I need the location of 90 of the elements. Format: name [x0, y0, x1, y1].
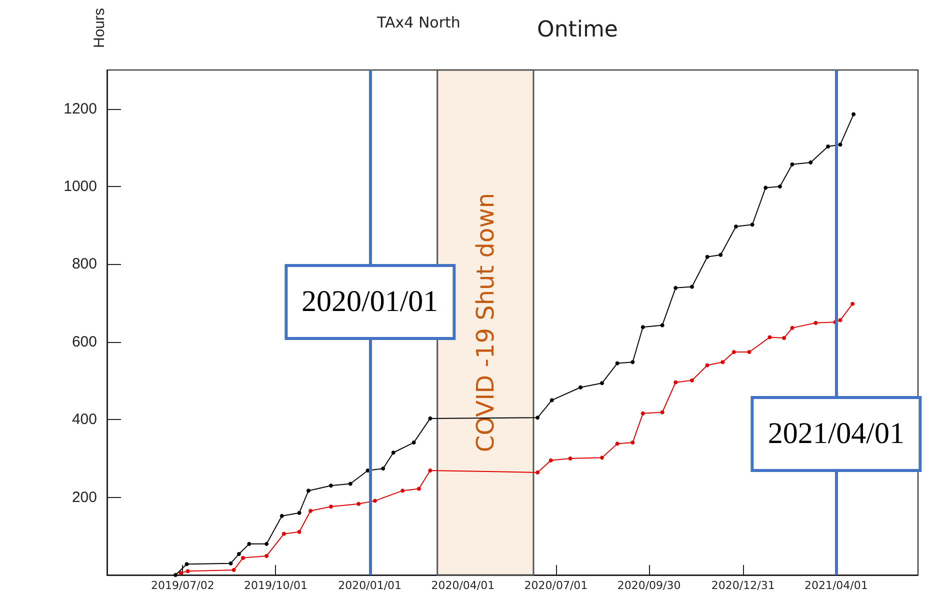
- point: [306, 488, 310, 493]
- point: [814, 320, 818, 325]
- point: [600, 456, 604, 460]
- point: [790, 162, 794, 166]
- point: [381, 466, 386, 471]
- y-tick-label: 800: [72, 256, 97, 273]
- point: [308, 508, 313, 513]
- point: [790, 326, 794, 330]
- point: [578, 385, 583, 390]
- point: [232, 568, 236, 572]
- x-tick-label: 2019/07/02: [150, 579, 214, 591]
- point: [718, 252, 723, 257]
- point: [782, 336, 786, 340]
- x-tick-label: 2020/04/01: [431, 579, 495, 591]
- point: [850, 302, 855, 306]
- point: [764, 186, 768, 190]
- point: [690, 284, 694, 289]
- x-tick-label: 2019/10/01: [244, 579, 308, 591]
- point: [428, 468, 432, 473]
- x-tick-label: 2020/07/01: [524, 579, 588, 591]
- point: [186, 569, 190, 574]
- point: [348, 482, 352, 486]
- point: [720, 360, 725, 364]
- point: [838, 142, 842, 147]
- point: [282, 532, 286, 536]
- point: [328, 504, 333, 509]
- point: [536, 470, 540, 474]
- point: [630, 440, 635, 445]
- point: [412, 440, 416, 445]
- point: [280, 514, 284, 518]
- point: [750, 222, 754, 227]
- point: [674, 286, 678, 290]
- point: [660, 410, 664, 414]
- point: [416, 486, 421, 491]
- point: [228, 561, 233, 566]
- point: [236, 552, 241, 556]
- point: [178, 571, 183, 576]
- point: [768, 335, 772, 340]
- point: [826, 144, 830, 149]
- x-tick-label: 2020/01/01: [338, 579, 402, 591]
- point: [428, 416, 432, 420]
- point: [852, 112, 856, 116]
- point: [615, 442, 620, 446]
- x-tick-label: 2020/12/31: [711, 579, 775, 591]
- y-tick-label: 200: [72, 488, 97, 506]
- y-tick-label: 400: [72, 411, 97, 428]
- point: [372, 498, 377, 503]
- point: [568, 456, 572, 460]
- text: TAx4 North: [376, 14, 460, 32]
- chart-title: Ontime: [537, 18, 618, 42]
- point: [264, 542, 269, 546]
- point: [674, 380, 678, 384]
- point: [247, 542, 252, 546]
- point: [184, 562, 189, 566]
- ref-line-label: 2020/01/01: [284, 264, 456, 340]
- point: [174, 573, 178, 577]
- point: [734, 224, 738, 229]
- point: [297, 530, 302, 534]
- ref-line-label: 2021/04/01: [750, 396, 922, 472]
- point: [808, 160, 813, 164]
- point: [778, 184, 782, 189]
- point: [550, 398, 554, 402]
- point: [391, 450, 396, 455]
- point: [548, 458, 553, 462]
- point: [838, 318, 842, 322]
- point: [600, 381, 604, 386]
- point: [732, 350, 736, 354]
- point: [690, 378, 694, 382]
- y-axis-title: Hours: [91, 8, 108, 48]
- point: [328, 484, 333, 488]
- point: [297, 510, 302, 515]
- point: [705, 254, 710, 259]
- point: [640, 411, 645, 416]
- point: [400, 488, 405, 493]
- band-label: COVID -19 Shut down: [471, 192, 500, 452]
- point: [264, 554, 269, 558]
- y-tick-label: 1000: [64, 178, 97, 196]
- point: [640, 325, 645, 330]
- point: [615, 361, 620, 366]
- x-tick-label: 2021/04/01: [804, 579, 868, 591]
- point: [241, 556, 246, 560]
- point: [536, 416, 540, 420]
- point: [705, 363, 710, 368]
- x-tick-label: 2020/09/30: [617, 579, 681, 591]
- point: [747, 350, 752, 354]
- point: [630, 360, 635, 364]
- y-tick-label: 1200: [64, 100, 97, 118]
- y-tick-label: 600: [72, 333, 97, 350]
- point: [356, 502, 361, 506]
- point: [660, 323, 664, 328]
